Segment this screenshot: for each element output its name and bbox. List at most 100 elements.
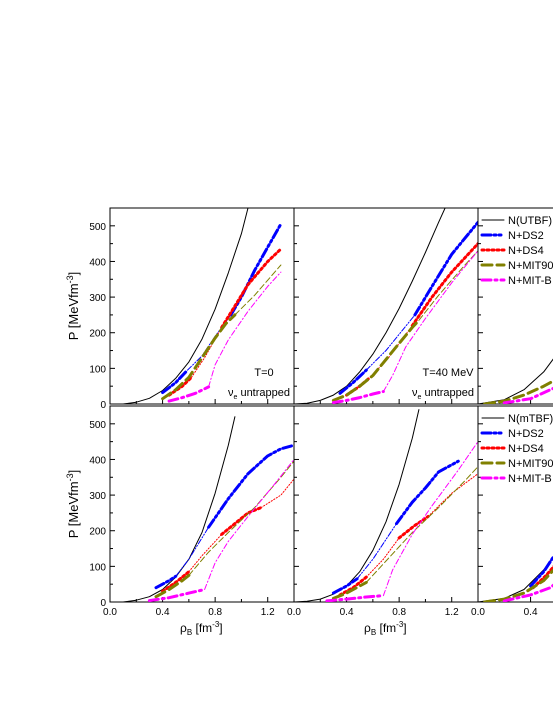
series-n-mit-b xyxy=(204,459,294,590)
series-n-mit90 xyxy=(234,264,282,316)
series-n-ds4 xyxy=(338,575,368,597)
annotation-title: T=40 MeV xyxy=(422,367,474,379)
series-n-mit90 xyxy=(418,250,478,321)
x-tick-label: 0.4 xyxy=(524,607,538,618)
panel-frame xyxy=(293,405,479,603)
series-n-ds2 xyxy=(161,368,189,395)
x-tick-label: 1.2 xyxy=(261,607,275,618)
y-axis-label-end: ] xyxy=(66,272,81,276)
y-tick-label: 300 xyxy=(89,491,106,502)
legend-label: N+DS4 xyxy=(508,443,544,455)
y-tick-label: 300 xyxy=(89,293,106,304)
x-tick-label: 0.4 xyxy=(156,607,170,618)
legend-label: N+DS4 xyxy=(508,245,544,257)
series-n-ds4 xyxy=(397,515,430,540)
annotation-sub: e xyxy=(417,394,421,401)
series-n-mit90 xyxy=(483,568,553,602)
series-n-ds2 xyxy=(356,523,397,580)
series-n-mit-b xyxy=(208,271,282,388)
series-n-ds4 xyxy=(410,242,478,328)
series-n-mit-b xyxy=(502,386,553,404)
series-n-ds2 xyxy=(154,574,178,590)
legend-label: N+MIT90 xyxy=(508,260,553,272)
series-n-ds4 xyxy=(161,570,191,593)
series-n-ds2 xyxy=(529,554,553,588)
x-axis-label: ρB [fm-3] xyxy=(180,620,223,637)
x-axis-label-sub: B xyxy=(371,628,376,637)
x-axis-label-mid: [fm xyxy=(376,621,396,635)
x-axis-label-end: ] xyxy=(403,621,406,635)
series-n-ds2 xyxy=(413,220,478,317)
x-axis-label-end: ] xyxy=(219,621,222,635)
series-n-mit-b xyxy=(325,594,385,602)
y-axis-label: P [MeVfm-3] xyxy=(65,470,81,538)
series-n-mit90 xyxy=(154,573,191,599)
panel-top-right-cropped: N(UTBF) N+DS2 N+DS4 N+MIT90 N+MIT-B xyxy=(477,207,553,405)
series-n-ds2 xyxy=(331,577,359,595)
y-tick-label: 100 xyxy=(89,562,106,573)
series-group xyxy=(294,208,478,404)
y-tick-label: 500 xyxy=(89,420,106,431)
panel-top-middle: T=40 MeV νe untrapped xyxy=(293,207,479,405)
y-axis-label-end: ] xyxy=(66,470,81,474)
x-tick-label: 0.4 xyxy=(340,607,354,618)
series-n-mit-b xyxy=(147,588,207,602)
series-n-ds4 xyxy=(427,473,478,517)
series-n-ds4 xyxy=(220,247,283,329)
x-axis-label-sub: B xyxy=(187,628,192,637)
annotation-rest: untrapped xyxy=(237,387,290,399)
series-n-mit90 xyxy=(483,379,553,404)
panel-top-left: 0 100 200 300 400 500 P [MeVfm-3] T=0 νe untrapp… xyxy=(65,207,295,411)
panel-bottom-right-cropped: 0.0 0.4 N(mTBF) N+DS2 N+DS4 N+MIT90 N+MIT-B xyxy=(471,405,553,618)
series-n-ds4 xyxy=(531,565,553,590)
series-n-ds2 xyxy=(175,526,210,577)
x-axis-label-mid: [fm xyxy=(192,621,212,635)
panel-frame xyxy=(477,405,553,603)
series-n-mtbf xyxy=(294,409,420,602)
x-tick-label: 1.2 xyxy=(445,607,459,618)
y-tick-label: 0 xyxy=(100,598,106,609)
series-n-mit-b xyxy=(167,385,211,403)
series-group xyxy=(294,409,478,602)
series-n-ds2 xyxy=(365,314,416,371)
series-n-ds4 xyxy=(260,478,294,509)
panel-bottom-middle: 0.0 0.4 0.8 1.2 ρB [fm-3] xyxy=(287,405,479,637)
series-n-ds2 xyxy=(338,368,368,395)
legend-label: N+MIT-B xyxy=(508,275,552,287)
legend-label: N(UTBF) xyxy=(508,215,552,227)
panel-frame xyxy=(477,207,553,405)
y-axis-label-exp: -3 xyxy=(65,473,75,481)
x-tick-label: 0.8 xyxy=(208,607,222,618)
series-n-mit90 xyxy=(331,318,421,402)
x-tick-label: 0.8 xyxy=(392,607,406,618)
series-n-ds2 xyxy=(207,443,294,529)
series-n-mtbf xyxy=(122,416,236,602)
annotation-neutrino: νe untrapped xyxy=(228,387,290,401)
panel-bottom-left: 0 100 200 300 400 500 0.0 0.4 0.8 1.2 P [MeVfm-3] ρ… xyxy=(65,405,295,637)
series-n-mit-b xyxy=(331,390,385,404)
series-n-ds4 xyxy=(365,537,400,578)
series-n-mit-b xyxy=(502,583,553,602)
series-n-mit90 xyxy=(365,466,478,583)
series-n-utbf xyxy=(478,358,553,404)
series-n-mit90 xyxy=(188,460,294,576)
y-axis-label-exp: -3 xyxy=(65,275,75,283)
y-tick-label: 500 xyxy=(89,222,106,233)
legend-label: N+DS2 xyxy=(508,428,544,440)
y-tick-label: 400 xyxy=(89,257,106,268)
x-tick-label: 0.0 xyxy=(287,607,301,618)
series-n-ds4 xyxy=(220,506,263,536)
x-axis-label: ρB [fm-3] xyxy=(364,620,407,637)
annotation-rest: untrapped xyxy=(421,387,474,399)
x-tick-label: 0.0 xyxy=(471,607,485,618)
legend-label: N(mTBF) xyxy=(508,413,553,425)
legend-label: N+DS2 xyxy=(508,230,544,242)
series-group xyxy=(122,416,294,602)
x-axis-label-exp: -3 xyxy=(396,620,404,629)
y-tick-label: 200 xyxy=(89,329,106,340)
y-tick-label: 0 xyxy=(100,400,106,411)
y-tick-label: 400 xyxy=(89,455,106,466)
series-group xyxy=(122,208,283,404)
y-tick-label: 100 xyxy=(89,364,106,375)
